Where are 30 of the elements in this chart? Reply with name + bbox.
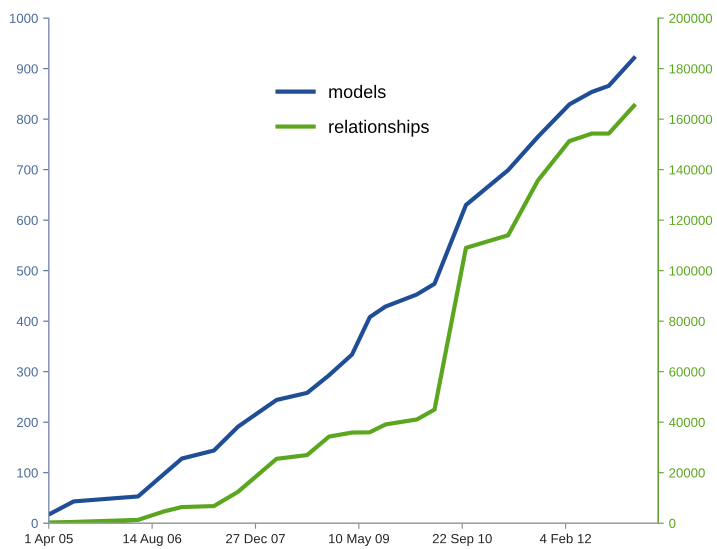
y-tick-label: 400 xyxy=(16,316,38,326)
x-tick-label: 10 May 09 xyxy=(329,534,390,546)
x-tick-label: 4 Feb 12 xyxy=(540,534,591,544)
y2-tick-label: 160000 xyxy=(670,114,712,124)
y2-tick-label: 80000 xyxy=(669,316,705,326)
legend-label: models xyxy=(329,84,386,98)
x-tick-label: 14 Aug 06 xyxy=(123,534,182,546)
y2-tick-label: 120000 xyxy=(670,216,712,226)
x-tick-label: 1 Apr 05 xyxy=(25,534,73,546)
y-tick-label: 600 xyxy=(16,216,38,226)
y2-tick-label: 0 xyxy=(669,518,676,528)
y-tick-label: 300 xyxy=(16,367,38,377)
y2-tick-label: 60000 xyxy=(669,367,705,377)
y2-tick-label: 40000 xyxy=(668,418,705,428)
y-tick-label: 800 xyxy=(16,114,38,124)
x-tick-label: 27 Dec 07 xyxy=(226,534,285,544)
y-tick-label: 700 xyxy=(17,165,38,175)
y2-tick-label: 100000 xyxy=(670,266,712,276)
y-tick-label: 500 xyxy=(16,266,38,276)
y2-tick-label: 200000 xyxy=(669,14,712,24)
y-tick-label: 0 xyxy=(32,518,38,528)
legend-label: relationships xyxy=(329,120,429,137)
y-tick-label: 1000 xyxy=(10,14,38,24)
y-tick-label: 200 xyxy=(16,418,38,428)
y2-tick-label: 140000 xyxy=(670,165,712,175)
x-tick-label: 22 Sep 10 xyxy=(432,534,492,546)
y-tick-label: 900 xyxy=(16,64,38,74)
y2-tick-label: 180000 xyxy=(670,64,712,74)
y2-tick-label: 20000 xyxy=(669,468,705,478)
y-tick-label: 100 xyxy=(17,468,38,478)
